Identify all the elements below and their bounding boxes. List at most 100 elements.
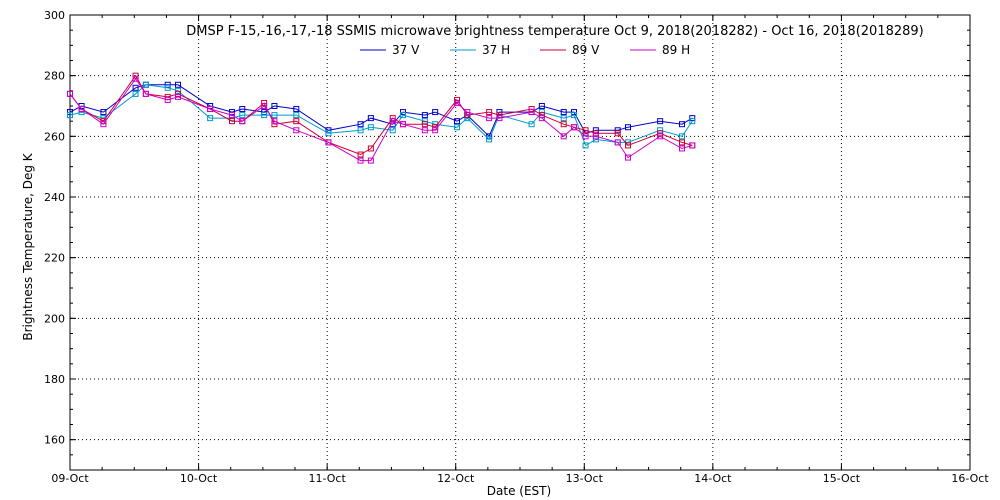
data-point	[293, 112, 300, 119]
data-point	[357, 127, 364, 134]
data-point	[132, 90, 139, 97]
data-point	[67, 112, 73, 119]
data-point	[421, 127, 428, 134]
x-tick-label: 14-Oct	[694, 472, 732, 485]
data-point	[496, 109, 503, 116]
data-point	[207, 106, 214, 113]
data-point	[560, 109, 567, 116]
legend-label: 37 V	[392, 43, 420, 57]
y-axis-label: Brightness Temperature, Deg K	[21, 152, 35, 340]
data-point	[421, 118, 428, 125]
series-37-v	[67, 81, 696, 140]
tick-labels: 160 180 200 220 240 260 280 300 09-Oct 10-Oct 11-O…	[44, 9, 989, 485]
series-37-h	[67, 81, 696, 149]
data-point	[625, 154, 631, 161]
x-tick-label: 16-Oct	[951, 472, 989, 485]
data-point	[357, 121, 364, 128]
data-point	[571, 109, 577, 116]
data-point	[657, 127, 664, 134]
data-point	[689, 118, 696, 125]
data-point	[239, 112, 246, 119]
data-point	[132, 75, 139, 82]
data-point	[614, 139, 621, 146]
x-tick-label: 11-Oct	[308, 472, 346, 485]
data-point	[207, 115, 214, 122]
data-point	[486, 109, 493, 116]
y-tick-label: 240	[44, 191, 65, 204]
data-point	[293, 106, 300, 113]
data-point	[689, 115, 696, 122]
data-series	[67, 72, 696, 164]
x-tick-label: 10-Oct	[180, 472, 218, 485]
data-point	[271, 118, 278, 125]
axes	[69, 14, 971, 471]
data-point	[229, 109, 235, 116]
data-point	[496, 115, 503, 122]
data-point	[454, 118, 460, 125]
data-point	[175, 90, 181, 97]
data-point	[142, 90, 149, 97]
data-point	[464, 115, 471, 122]
data-point	[614, 127, 621, 134]
data-point	[679, 139, 685, 146]
data-point	[592, 133, 599, 140]
data-point	[582, 142, 589, 149]
data-point	[164, 96, 171, 103]
x-tick-label: 09-Oct	[51, 472, 89, 485]
data-point	[261, 109, 268, 116]
data-point	[357, 151, 364, 158]
data-point	[175, 93, 181, 100]
data-point	[454, 124, 460, 131]
y-tick-label: 160	[44, 434, 65, 447]
data-point	[625, 124, 631, 131]
series-89-v	[67, 72, 696, 158]
data-point	[571, 124, 577, 131]
data-point	[464, 109, 471, 116]
y-tick-label: 180	[44, 373, 65, 386]
data-point	[421, 112, 428, 119]
data-point	[528, 109, 535, 116]
legend: 37 V 37 H 89 V 89 H	[360, 43, 690, 57]
data-point	[100, 121, 107, 128]
series-line	[69, 77, 693, 162]
data-point	[325, 130, 332, 137]
data-point	[389, 115, 396, 122]
data-point	[432, 127, 439, 134]
data-point	[164, 84, 171, 91]
data-point	[367, 124, 374, 131]
data-point	[679, 121, 685, 128]
data-point	[538, 115, 545, 122]
data-point	[689, 142, 696, 149]
legend-label: 37 H	[482, 43, 510, 57]
data-point	[486, 136, 493, 143]
data-point	[582, 127, 589, 134]
x-axis-label: Date (EST)	[487, 484, 551, 498]
data-point	[229, 112, 235, 119]
y-tick-label: 260	[44, 130, 65, 143]
data-point	[571, 112, 577, 119]
data-point	[625, 142, 631, 149]
x-tick-label: 15-Oct	[823, 472, 861, 485]
data-point	[293, 118, 300, 125]
data-point	[164, 81, 171, 88]
data-point	[454, 99, 460, 106]
data-point	[389, 127, 396, 134]
grid-lines	[70, 15, 970, 470]
data-point	[271, 112, 278, 119]
data-point	[367, 157, 374, 164]
data-point	[271, 103, 278, 109]
data-point	[592, 136, 599, 143]
data-point	[261, 112, 268, 119]
series-89-h	[67, 75, 696, 164]
data-point	[229, 118, 235, 125]
data-point	[78, 106, 85, 113]
legend-label: 89 H	[662, 43, 690, 57]
data-point	[528, 106, 535, 113]
data-point	[132, 84, 139, 91]
data-point	[582, 133, 589, 140]
plot-frame	[69, 14, 971, 471]
data-point	[239, 106, 246, 113]
data-point	[421, 121, 428, 128]
data-point	[432, 109, 439, 116]
data-point	[400, 121, 406, 128]
